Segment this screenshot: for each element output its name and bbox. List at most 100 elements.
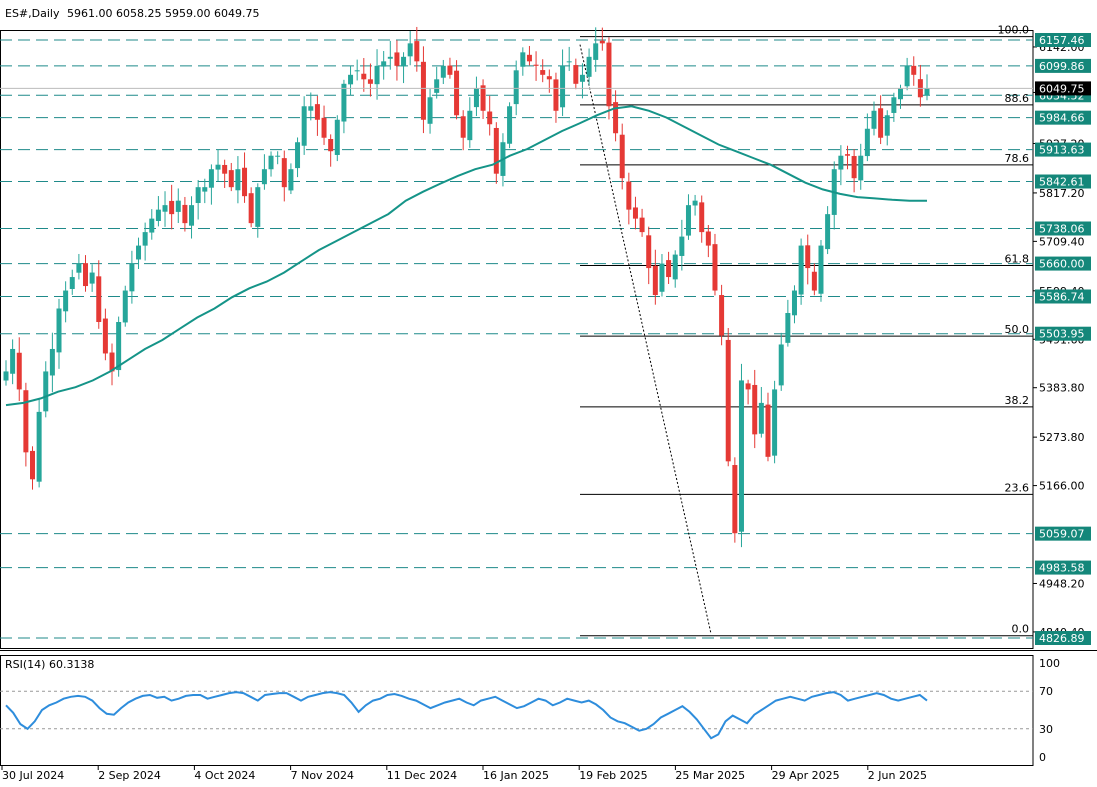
candle-bear [719, 295, 725, 336]
candle-bull [43, 371, 49, 412]
x-tick-label: 4 Oct 2024 [194, 769, 255, 782]
candle-bear [454, 70, 460, 116]
price-level-label-bg [1035, 33, 1091, 47]
candle-bull [129, 263, 135, 292]
price-level-label-text: 5738.06 [1039, 222, 1085, 235]
candle-bull [122, 290, 128, 323]
candle-bull [507, 106, 513, 144]
candle-bull [49, 348, 55, 376]
price-level-label-text: 5984.66 [1039, 112, 1085, 125]
candle-bull [255, 187, 261, 227]
price-level-label: 5503.95 [1035, 326, 1091, 341]
candle-bear [646, 235, 652, 269]
candle-bear [367, 79, 373, 84]
price-level-label: 4983.58 [1035, 560, 1091, 575]
rsi-line [5, 691, 928, 740]
candle-bear [844, 154, 850, 156]
candle-bull [858, 155, 864, 181]
candle-bull [924, 88, 930, 96]
candle-bull [791, 290, 797, 316]
candle-bull [189, 205, 195, 226]
candle-bull [785, 313, 791, 343]
fib-level-label: 50.0 [1005, 323, 1030, 336]
candle-bear [493, 127, 499, 174]
candle-bull [116, 322, 122, 371]
fib-level-label: 38.2 [1005, 394, 1030, 407]
candle-bear [613, 102, 619, 134]
candle-bull [434, 79, 440, 93]
candle-bull [162, 205, 168, 212]
candle-bear [102, 318, 108, 354]
candle-bull [288, 169, 294, 191]
candle-bull [467, 110, 473, 141]
candle-bear [805, 245, 811, 269]
price-level-label-text: 5059.07 [1039, 528, 1085, 541]
price-level-label: 5586.74 [1035, 289, 1091, 304]
price-level-label: 5059.07 [1035, 526, 1091, 541]
candle-bull [341, 83, 347, 122]
candle-bull [897, 88, 903, 100]
candle-bear [222, 164, 228, 174]
candle-bear [546, 76, 552, 80]
candle-bull [818, 245, 824, 294]
candle-bull [685, 205, 691, 236]
candle-bull [354, 70, 360, 72]
candle-bull [155, 209, 161, 221]
fib-trend-line [579, 44, 712, 634]
price-level-label-text: 5660.00 [1039, 258, 1085, 271]
candle-bear [83, 263, 89, 287]
candle-bear [321, 117, 327, 138]
moving-average-line [5, 105, 927, 407]
x-tick-label: 29 Apr 2025 [772, 769, 840, 782]
price-level-label: 5738.06 [1035, 221, 1091, 236]
candle-bull [427, 97, 433, 124]
price-level-label: 4826.89 [1035, 631, 1091, 645]
price-level-label-text: 5503.95 [1039, 328, 1085, 341]
price-level-label-text: 4826.89 [1039, 632, 1085, 645]
y-tick-label: 5383.80 [1039, 382, 1085, 395]
candle-bear [626, 181, 632, 210]
candle-bear [526, 54, 532, 62]
price-panel[interactable]: 6142.006040.755927.205817.205709.405599.… [0, 24, 1091, 649]
candle-bull [738, 380, 744, 532]
candle-bull [268, 155, 274, 170]
candle-bear [109, 352, 115, 372]
price-level-label-bg [1035, 631, 1091, 645]
candle-bull [142, 232, 148, 246]
candle-bull [520, 52, 526, 67]
fib-level-label: 23.6 [1005, 481, 1030, 494]
candle-bull [864, 128, 870, 157]
y-tick-label: 5709.40 [1039, 235, 1085, 248]
y-tick-label: 5166.00 [1039, 480, 1085, 493]
candle-bear [361, 73, 367, 80]
candle-bear [281, 158, 287, 188]
candle-bull [473, 88, 479, 108]
price-level-label: 6157.46 [1035, 33, 1091, 47]
y-tick-label: 5273.80 [1039, 431, 1085, 444]
candle-bull [275, 155, 281, 157]
candle-bull [825, 214, 831, 250]
candle-bull [202, 187, 208, 192]
chart-title: ES#,Daily [5, 7, 60, 20]
candle-bear [606, 42, 612, 107]
candle-bear [96, 276, 102, 323]
rsi-panel[interactable]: 100 70 30 0 [0, 655, 1060, 766]
price-level-label-bg [1035, 58, 1091, 73]
current-price-text: 6049.75 [1039, 82, 1085, 95]
price-level-label-text: 5586.74 [1039, 290, 1085, 303]
candle-bull [301, 106, 307, 146]
x-tick-label: 30 Jul 2024 [2, 769, 64, 782]
candle-bear [699, 202, 705, 233]
fib-level-label: 61.8 [1005, 252, 1030, 265]
candle-bull [387, 56, 393, 59]
x-tick-label: 11 Dec 2024 [387, 769, 457, 782]
candle-bull [308, 106, 314, 111]
candle-bear [414, 41, 420, 62]
price-level-label-text: 4983.58 [1039, 562, 1085, 575]
price-level-label-text: 5842.61 [1039, 176, 1085, 189]
x-tick-label: 19 Feb 2025 [579, 769, 647, 782]
price-level-label: 5984.66 [1035, 110, 1091, 125]
candle-bull [586, 56, 592, 77]
candle-bull [884, 115, 890, 136]
